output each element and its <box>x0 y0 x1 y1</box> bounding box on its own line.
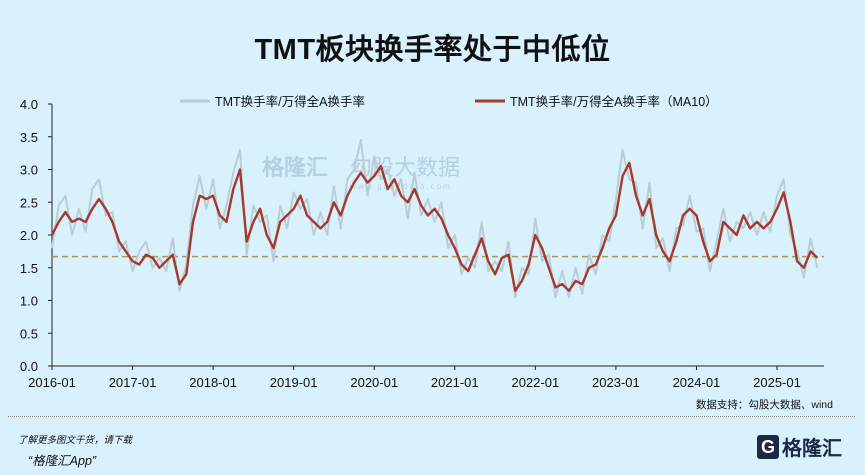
logo-text: 格隆汇 <box>782 438 842 460</box>
watermark: 格隆汇 勾股大数据 www.gogudata.com <box>262 150 460 191</box>
x-tick-label: 2017-01 <box>109 375 157 390</box>
watermark-url: www.gogudata.com <box>350 182 452 191</box>
y-tick-label: 0.5 <box>20 326 38 341</box>
y-tick-label: 3.0 <box>20 163 38 178</box>
x-tick-label: 2025-01 <box>753 375 801 390</box>
y-tick-label: 3.5 <box>20 130 38 145</box>
brand-logo: G 格隆汇 <box>757 432 842 461</box>
x-tick-label: 2016-01 <box>28 375 76 390</box>
data-source: 数据支持：勾股大数据、wind <box>695 399 833 411</box>
promo-line1: 了解更多图文干货，请下载 <box>18 435 133 446</box>
line-chart: 0.0 0.5 1.0 1.5 2.0 2.5 3.0 3.5 4.0 2016-01 2017-0… <box>20 94 824 390</box>
x-tick-label: 2018-01 <box>189 375 237 390</box>
series-line-0 <box>51 139 819 299</box>
y-tick-label: 0.0 <box>20 359 38 374</box>
divider <box>8 416 855 417</box>
chart-title: TMT板块换手率处于中低位 <box>254 34 611 66</box>
y-tick-label: 2.5 <box>20 195 38 210</box>
legend-label-1: TMT换手率/万得全A换手率（MA10） <box>510 94 718 109</box>
series-line-1 <box>50 161 819 292</box>
x-tick-label: 2019-01 <box>270 375 318 390</box>
x-tick-label: 2020-01 <box>350 375 398 390</box>
x-tick-label: 2024-01 <box>673 375 721 390</box>
x-tick-label: 2023-01 <box>592 375 640 390</box>
x-tick-label: 2022-01 <box>511 375 559 390</box>
x-tick-label: 2021-01 <box>431 375 479 390</box>
watermark-brand2: 勾股大数据 <box>350 155 461 180</box>
logo-g-icon: G <box>757 434 779 459</box>
y-tick-label: 4.0 <box>20 97 38 112</box>
watermark-brand: 格隆汇 <box>262 155 329 180</box>
y-tick-label: 2.0 <box>20 228 38 243</box>
legend-label-0: TMT换手率/万得全A换手率 <box>215 94 365 109</box>
y-tick-label: 1.0 <box>20 294 38 309</box>
promo-line2: “格隆汇App” <box>28 454 97 468</box>
y-tick-label: 1.5 <box>20 261 38 276</box>
